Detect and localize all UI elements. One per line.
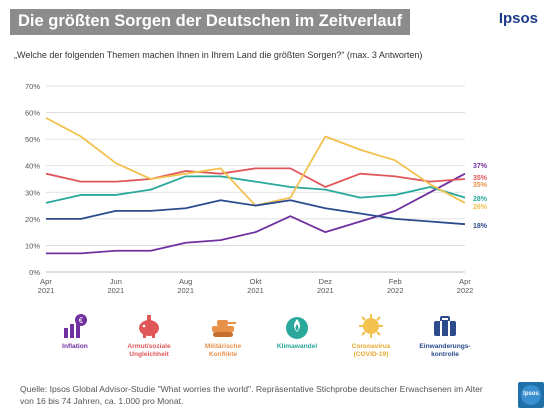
corner-logo-text: Ipsos	[523, 391, 539, 397]
legend-label: Einwanderungs- kontrolle	[419, 343, 471, 358]
y-tick-label: 20%	[25, 215, 40, 224]
poverty-piggy-icon	[139, 315, 159, 338]
legend-item-climate: Klimawandel	[262, 312, 332, 351]
y-tick-label: 40%	[25, 162, 40, 171]
y-tick-label: 70%	[25, 82, 40, 91]
svg-text:€: €	[79, 316, 84, 325]
x-tick-label: 2021	[247, 286, 264, 295]
source-note: Quelle: Ipsos Global Advisor-Studie "Wha…	[20, 384, 483, 406]
legend-item-immigration: Einwanderungs- kontrolle	[410, 312, 480, 359]
series-line	[46, 172, 466, 255]
y-tick-label: 60%	[25, 109, 40, 118]
y-tick-label: 0%	[29, 268, 40, 277]
inflation-chart-icon: €	[64, 314, 87, 338]
legend-label: Klimawandel	[276, 343, 318, 350]
legend: € Inflation Armut/soziale Ungleichheit M…	[40, 312, 480, 372]
legend-label: Militärische Konflikte	[204, 343, 242, 358]
survey-question: „Welche der folgenden Themen machen Ihne…	[14, 50, 423, 60]
series-line	[46, 199, 466, 226]
legend-item-coronavirus: Coronavirus (COVID-19)	[336, 312, 406, 359]
end-value-label: 37%	[473, 163, 488, 170]
legend-label: Inflation	[62, 343, 88, 350]
line-chart: 0%10%20%30%40%50%60%70%Apr2021Jun2021Aug…	[25, 82, 488, 295]
x-tick-label: 2022	[387, 286, 404, 295]
legend-item-inflation: € Inflation	[40, 312, 110, 351]
x-tick-label: 2021	[317, 286, 334, 295]
page-title: Die größten Sorgen der Deutschen im Zeit…	[10, 9, 411, 35]
end-value-label: 35%	[473, 182, 488, 189]
x-tick-label: Okt	[250, 277, 263, 286]
end-value-label: 28%	[473, 196, 488, 203]
x-tick-label: 2021	[38, 286, 55, 295]
y-tick-label: 30%	[25, 188, 40, 197]
x-tick-label: Feb	[389, 277, 402, 286]
tank-icon	[212, 320, 236, 337]
x-tick-label: 2022	[457, 286, 474, 295]
legend-label: Armut/soziale Ungleichheit	[127, 343, 171, 358]
x-tick-label: Apr	[40, 277, 52, 286]
legend-item-poverty: Armut/soziale Ungleichheit	[114, 312, 184, 359]
series-line	[45, 167, 466, 188]
y-tick-label: 50%	[25, 135, 40, 144]
virus-icon	[359, 314, 383, 338]
end-value-label: 18%	[473, 223, 488, 230]
x-tick-label: 2021	[177, 286, 194, 295]
series-line	[45, 175, 466, 204]
y-tick-label: 10%	[25, 241, 40, 250]
x-tick-label: Apr	[459, 277, 471, 286]
brand-logo: Ipsos	[498, 10, 538, 27]
suitcase-icon	[434, 316, 456, 336]
x-tick-label: Jun	[110, 277, 122, 286]
x-tick-label: 2021	[107, 286, 124, 295]
legend-item-military: Militärische Konflikte	[188, 312, 258, 359]
end-value-label: 35%	[473, 175, 488, 182]
globe-flame-icon	[286, 317, 308, 339]
x-tick-label: Dez	[319, 277, 333, 286]
end-value-label: 26%	[473, 204, 488, 211]
x-tick-label: Aug	[179, 277, 192, 286]
ipsos-corner-logo: Ipsos	[518, 382, 544, 408]
legend-label: Coronavirus (COVID-19)	[351, 343, 391, 358]
